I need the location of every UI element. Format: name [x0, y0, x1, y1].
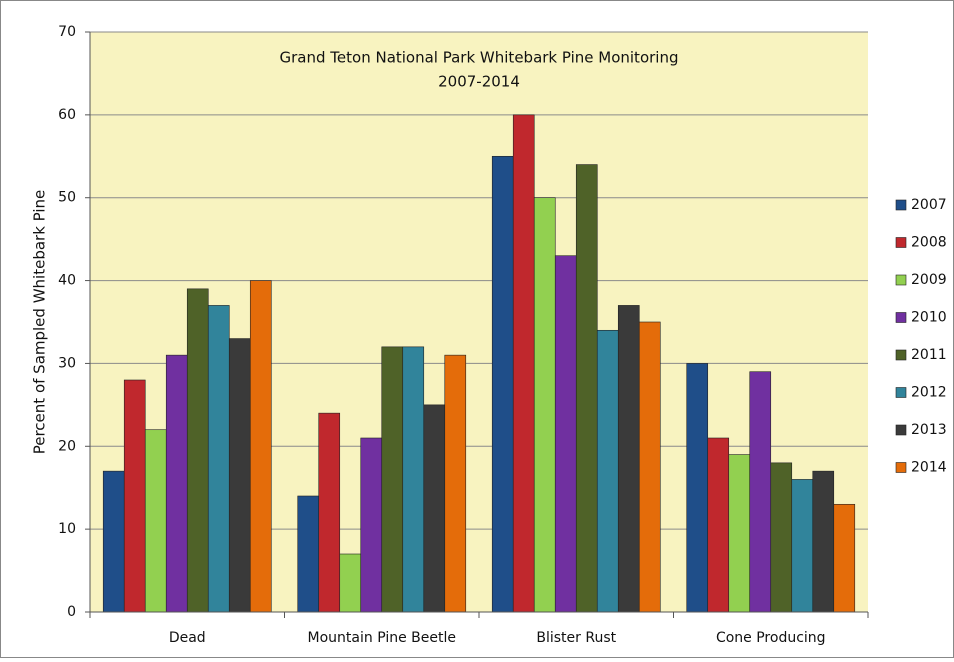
bar [770, 462, 793, 613]
x-tick-label: Dead [169, 630, 206, 646]
bar [165, 354, 188, 613]
bar [686, 363, 709, 613]
bar [749, 371, 772, 613]
bar [228, 338, 251, 613]
bar [617, 305, 640, 613]
legend-label: 2009 [911, 272, 947, 288]
legend-swatch [895, 387, 907, 398]
y-tick-label: 30 [58, 355, 76, 371]
legend-swatch [895, 462, 907, 473]
bar [123, 379, 146, 613]
bar [491, 155, 514, 613]
legend-swatch [895, 349, 907, 361]
x-tick-label: Mountain Pine Beetle [308, 630, 456, 646]
y-tick-label: 60 [58, 107, 76, 123]
bar [833, 503, 856, 613]
bar [144, 429, 167, 613]
bar [186, 288, 209, 613]
bar [638, 321, 661, 613]
bar [728, 454, 751, 613]
legend-label: 2007 [911, 197, 947, 213]
bar [596, 329, 619, 613]
chart-subtitle: 2007-2014 [438, 73, 520, 91]
y-tick-label: 20 [58, 438, 76, 454]
chart-title: Grand Teton National Park Whitebark Pine… [280, 49, 679, 67]
bar [318, 412, 341, 613]
bar [512, 114, 535, 613]
legend-label: 2012 [911, 385, 947, 401]
y-tick-label: 70 [58, 24, 76, 40]
bar [402, 346, 425, 613]
bar [533, 197, 556, 613]
bar [444, 354, 467, 613]
bar [297, 495, 320, 613]
bar [102, 470, 125, 613]
bar [812, 470, 835, 613]
legend-swatch [895, 199, 907, 211]
y-tick-label: 0 [67, 604, 76, 620]
y-axis-label: Percent of Sampled Whitebark Pine [31, 190, 49, 455]
bar [339, 553, 362, 613]
bar [575, 164, 598, 613]
legend-swatch [895, 237, 907, 248]
bar [360, 437, 383, 613]
legend-label: 2011 [911, 347, 947, 363]
legend-label: 2008 [911, 235, 947, 251]
y-tick-label: 10 [58, 521, 76, 537]
bar [207, 305, 230, 613]
bar [381, 346, 404, 613]
y-tick-label: 50 [58, 190, 76, 206]
legend-label: 2014 [911, 460, 947, 476]
x-tick-label: Cone Producing [716, 630, 826, 646]
legend-swatch [895, 274, 907, 286]
bar [707, 437, 730, 613]
x-tick-label: Blister Rust [536, 630, 616, 646]
legend-swatch [895, 424, 907, 436]
y-tick-label: 40 [58, 273, 76, 289]
bar [423, 404, 446, 613]
bar [249, 280, 272, 613]
legend-label: 2010 [911, 310, 947, 326]
bar [554, 255, 577, 613]
legend-swatch [895, 312, 907, 323]
bar [791, 479, 814, 613]
legend-label: 2013 [911, 422, 947, 438]
